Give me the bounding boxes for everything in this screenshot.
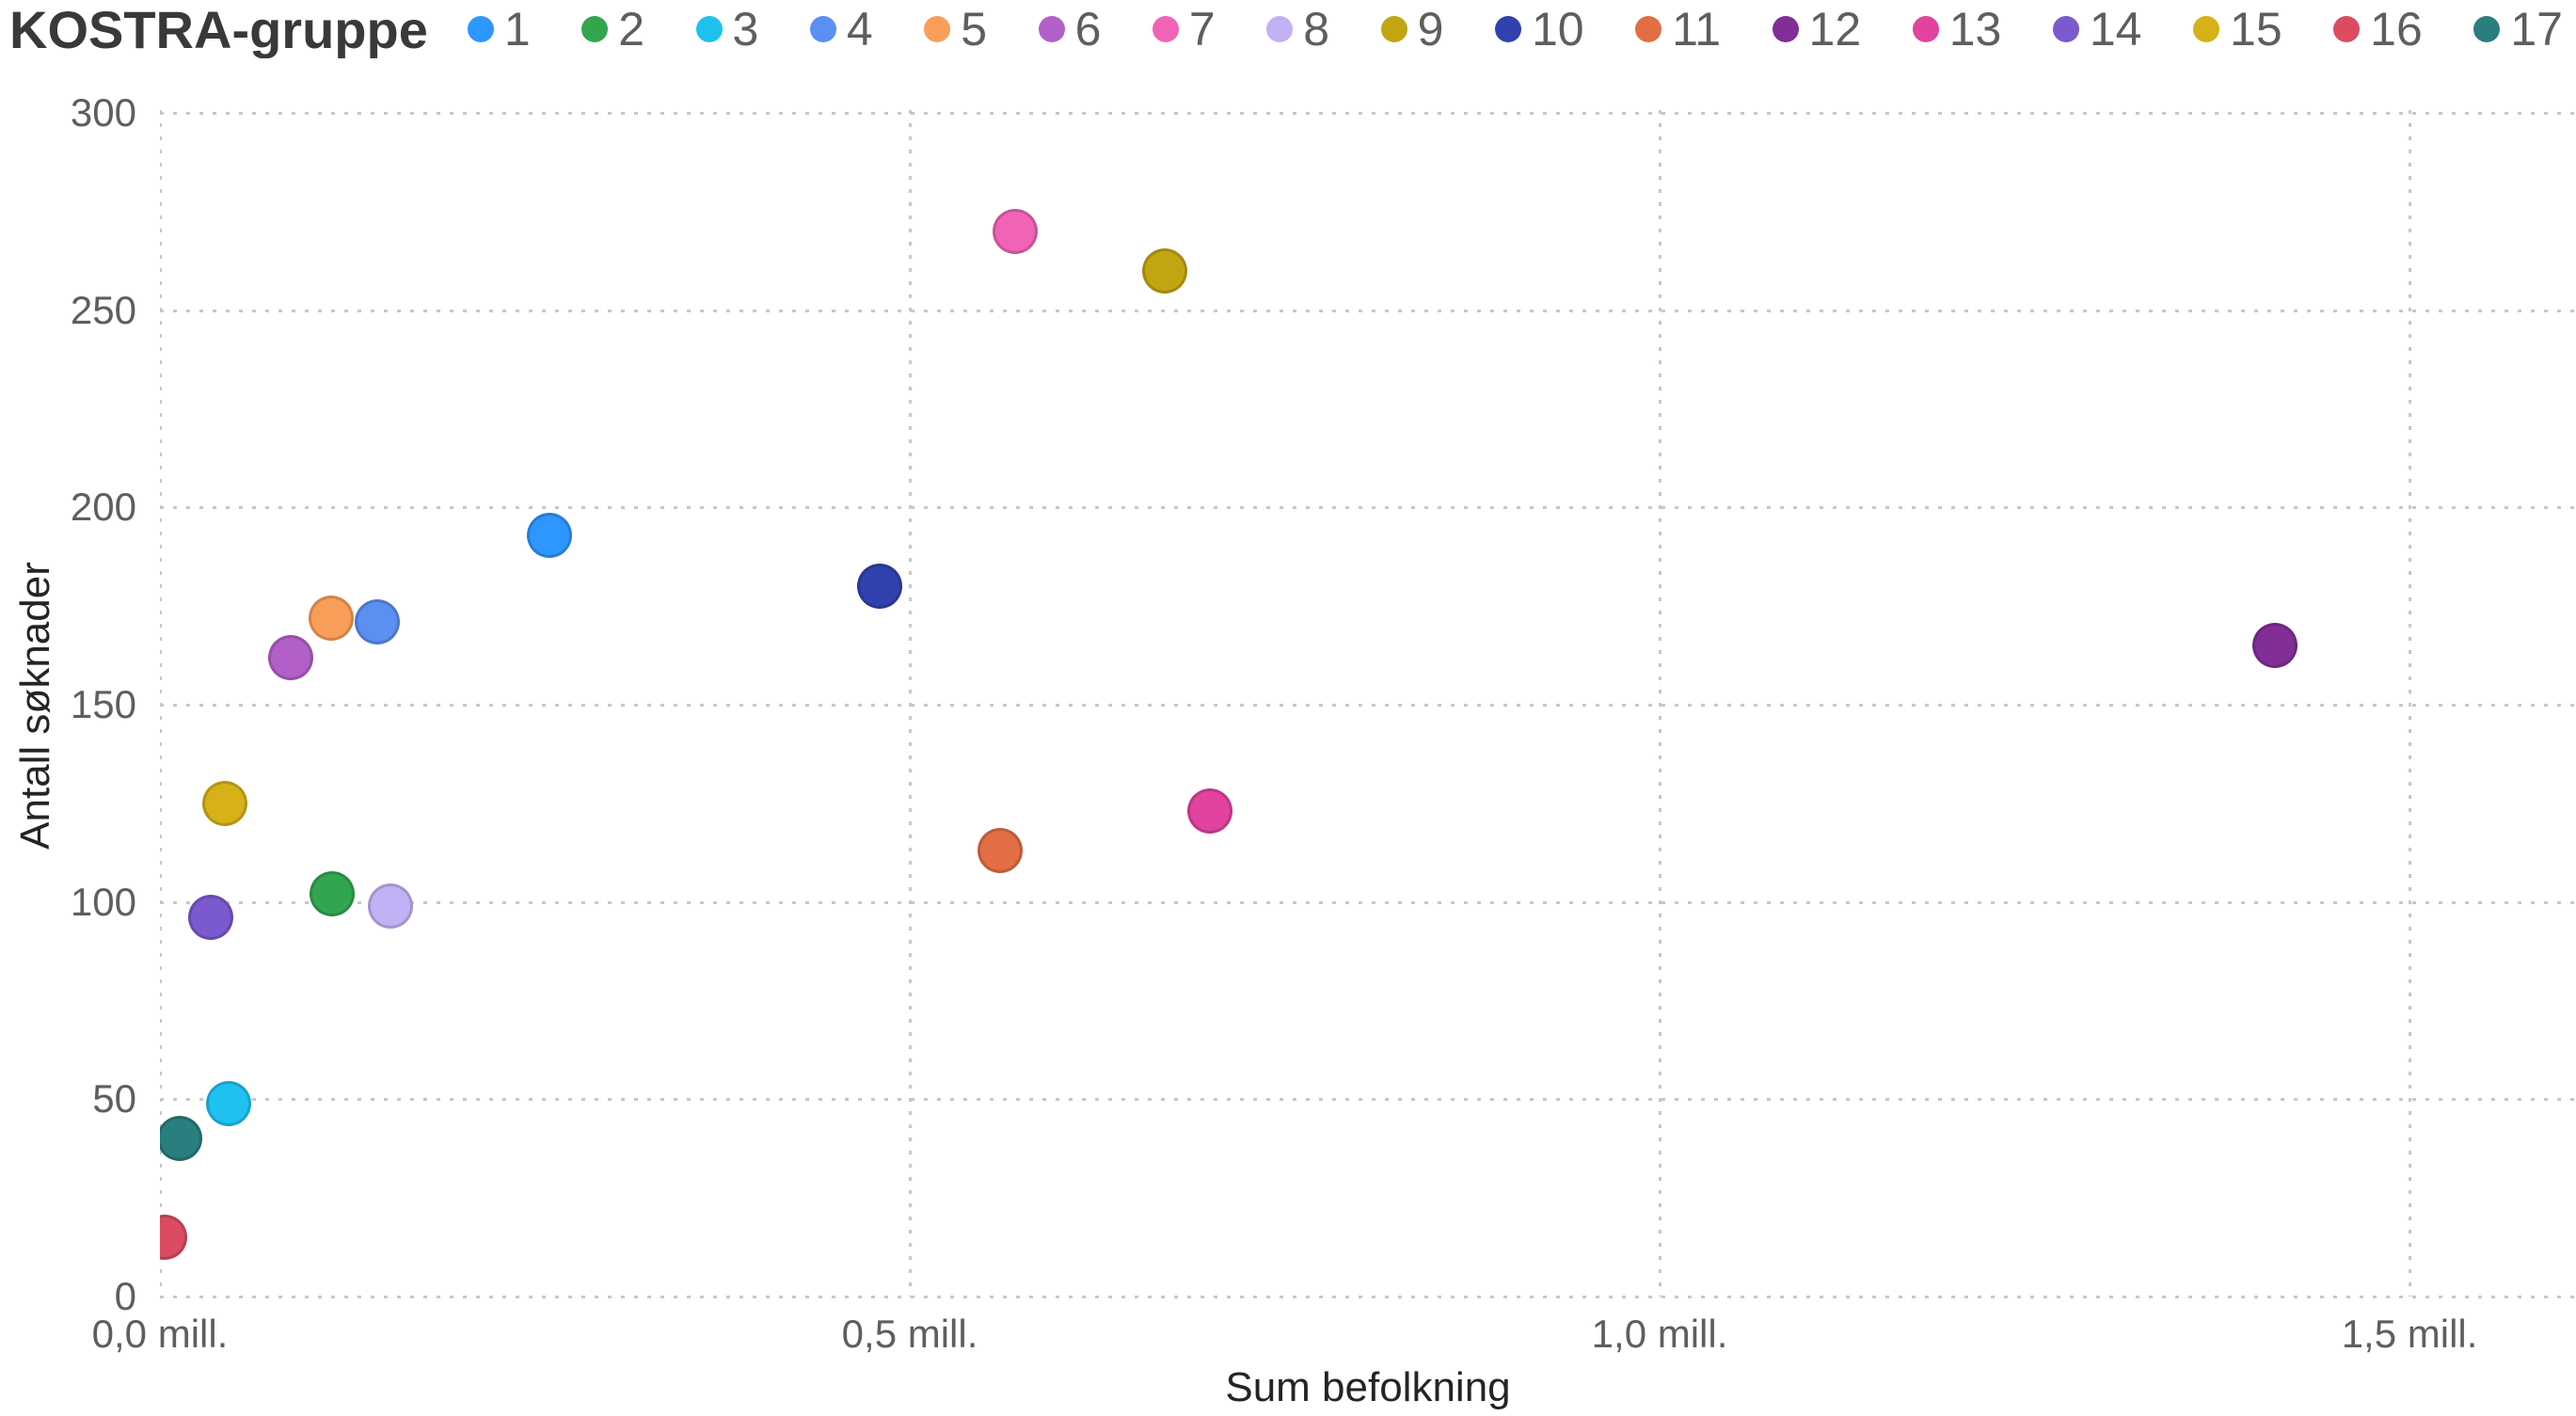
legend-dot-icon — [2473, 16, 2501, 42]
scatter-point-group-10[interactable] — [857, 564, 903, 610]
legend-dot-icon — [924, 16, 951, 42]
legend-item-label: 3 — [732, 3, 759, 56]
h-gridline-150 — [160, 704, 2576, 707]
scatter-point-group-8[interactable] — [368, 883, 414, 929]
legend-item-label: 9 — [1417, 3, 1444, 56]
y-tick-label-0: 0 — [114, 1274, 136, 1318]
legend-item-4[interactable]: 4 — [809, 3, 873, 56]
legend-item-13[interactable]: 13 — [1912, 3, 2002, 56]
scatter-point-group-4[interactable] — [355, 598, 401, 644]
scatter-point-group-3[interactable] — [206, 1080, 252, 1126]
legend-item-2[interactable]: 2 — [581, 6, 644, 53]
legend-dot-icon — [1912, 16, 1939, 42]
legend-item-10[interactable]: 10 — [1494, 3, 1584, 56]
legend-dot-icon — [1772, 16, 1799, 42]
scatter-point-group-6[interactable] — [267, 634, 313, 680]
legend-item-label: 8 — [1303, 3, 1330, 56]
legend-item-12[interactable]: 12 — [1772, 3, 1862, 56]
scatter-point-group-12[interactable] — [2251, 623, 2298, 669]
scatter-point-group-9[interactable] — [1142, 247, 1187, 294]
v-gridline-1 — [1659, 110, 1662, 1297]
scatter-point-group-17[interactable] — [160, 1116, 202, 1162]
v-gridline-0.5 — [909, 110, 913, 1297]
scatter-point-group-14[interactable] — [188, 895, 234, 941]
scatter-point-group-5[interactable] — [308, 595, 354, 641]
h-gridline-250 — [160, 309, 2576, 312]
y-tick-label-150: 150 — [70, 682, 136, 726]
y-tick-label-100: 100 — [70, 879, 136, 924]
h-gridline-50 — [160, 1098, 2576, 1102]
h-gridline-300 — [160, 112, 2576, 115]
legend-dot-icon — [695, 16, 723, 42]
scatter-point-group-11[interactable] — [977, 828, 1023, 874]
scatter-point-group-1[interactable] — [527, 512, 573, 558]
legend-dot-icon — [1038, 16, 1065, 42]
scatter-point-group-16[interactable] — [160, 1215, 187, 1261]
legend-items: 1 2 3 4 5 6 7 8 9 10 11 12 13 14 15 16 17 — [467, 3, 2568, 56]
y-tick-label-300: 300 — [70, 90, 136, 135]
scatter-point-group-15[interactable] — [201, 780, 247, 826]
legend-item-label: 10 — [1531, 3, 1584, 56]
legend-item-15[interactable]: 15 — [2193, 6, 2282, 53]
x-axis-title: Sum befolkning — [1225, 1364, 1511, 1410]
legend-item-label: 11 — [1672, 3, 1722, 56]
x-tick-label-1,5 mill.: 1,5 mill. — [2341, 1312, 2478, 1356]
legend-dot-icon — [1380, 16, 1407, 42]
legend-dot-icon — [2193, 16, 2220, 42]
legend-item-3[interactable]: 3 — [695, 3, 759, 56]
x-tick-label-0,5 mill.: 0,5 mill. — [841, 1312, 978, 1356]
legend-item-label: 1 — [503, 3, 531, 56]
legend: KOSTRA-gruppe 1 2 3 4 5 6 7 8 9 10 11 12 13 14 15 16 17 — [9, 0, 2568, 59]
h-gridline-200 — [160, 506, 2576, 510]
h-gridline-0 — [160, 1296, 2576, 1298]
y-tick-label-200: 200 — [70, 485, 136, 530]
legend-dot-icon — [1266, 16, 1294, 42]
legend-item-label: 6 — [1074, 3, 1102, 56]
legend-dot-icon — [2052, 16, 2079, 42]
legend-item-8[interactable]: 8 — [1266, 6, 1329, 53]
scatter-point-group-13[interactable] — [1186, 788, 1232, 835]
legend-item-label: 17 — [2510, 3, 2563, 56]
legend-item-11[interactable]: 11 — [1635, 6, 1721, 53]
legend-dot-icon — [1152, 16, 1179, 42]
legend-item-14[interactable]: 14 — [2052, 3, 2142, 56]
plot-area — [160, 58, 2576, 1310]
legend-item-label: 14 — [2089, 3, 2142, 56]
legend-dot-icon — [581, 16, 609, 42]
legend-item-label: 7 — [1188, 3, 1216, 56]
scatter-point-group-2[interactable] — [310, 871, 356, 917]
legend-dot-icon — [1494, 16, 1521, 42]
scatter-point-group-7[interactable] — [992, 208, 1038, 254]
x-tick-label-1,0 mill.: 1,0 mill. — [1591, 1312, 1728, 1356]
legend-item-label: 15 — [2230, 3, 2282, 56]
legend-item-6[interactable]: 6 — [1038, 3, 1102, 56]
x-tick-label-0,0 mill.: 0,0 mill. — [91, 1312, 229, 1356]
y-tick-label-250: 250 — [70, 287, 136, 332]
legend-item-16[interactable]: 16 — [2333, 6, 2423, 53]
legend-item-label: 5 — [961, 3, 988, 56]
legend-item-5[interactable]: 5 — [924, 6, 987, 53]
legend-item-label: 13 — [1948, 3, 2002, 56]
v-gridline-1.5 — [2409, 110, 2412, 1297]
legend-title: KOSTRA-gruppe — [9, 0, 428, 59]
legend-dot-icon — [1635, 16, 1662, 42]
y-tick-label-50: 50 — [92, 1076, 136, 1122]
legend-dot-icon — [467, 16, 494, 42]
legend-dot-icon — [809, 16, 836, 42]
legend-item-label: 4 — [846, 3, 873, 56]
legend-item-9[interactable]: 9 — [1380, 3, 1444, 56]
v-gridline-0 — [160, 110, 162, 1297]
legend-item-label: 16 — [2370, 3, 2423, 56]
legend-dot-icon — [2333, 16, 2361, 42]
legend-item-1[interactable]: 1 — [467, 3, 531, 56]
legend-item-17[interactable]: 17 — [2473, 6, 2563, 53]
legend-item-label: 2 — [618, 3, 645, 56]
h-gridline-100 — [160, 900, 2576, 904]
legend-item-label: 12 — [1808, 3, 1862, 56]
legend-item-7[interactable]: 7 — [1152, 3, 1216, 56]
